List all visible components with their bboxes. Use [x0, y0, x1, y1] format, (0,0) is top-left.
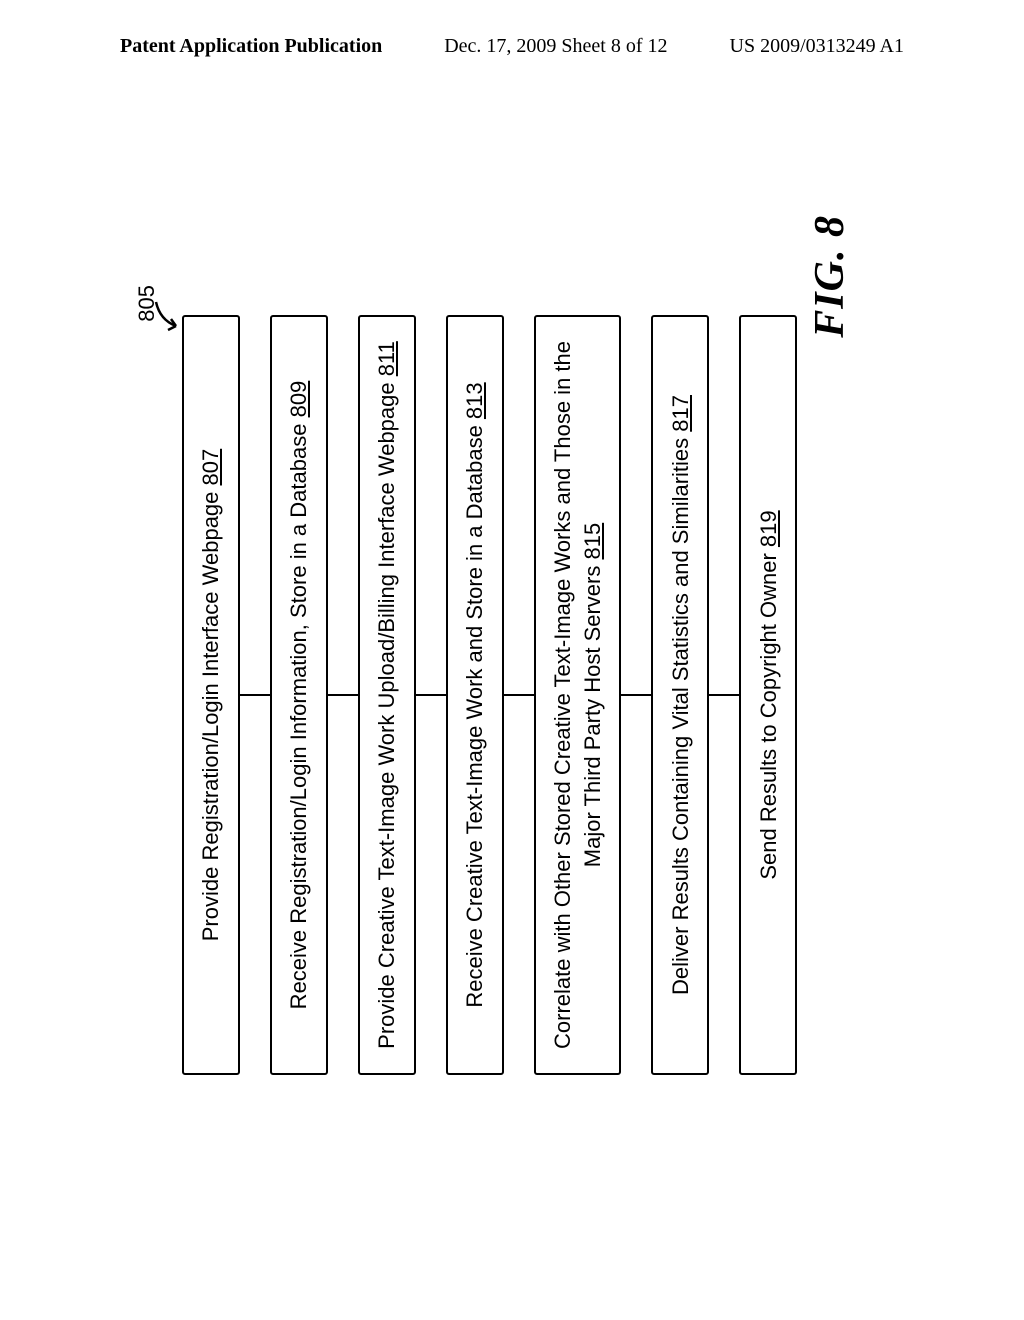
- flow-text: Provide Creative Text-Image Work Upload/…: [372, 341, 402, 1049]
- header-right: US 2009/0313249 A1: [730, 35, 904, 58]
- flow-text: Deliver Results Containing Vital Statist…: [666, 395, 696, 995]
- flow-connector: [416, 694, 446, 697]
- flow-connector: [504, 694, 534, 697]
- flow-box: Receive Registration/Login Information, …: [270, 315, 328, 1075]
- flow-box: Correlate with Other Stored Creative Tex…: [534, 315, 621, 1075]
- flow-box: Provide Creative Text-Image Work Upload/…: [358, 315, 416, 1075]
- flow-text: Receive Registration/Login Information, …: [284, 381, 314, 1010]
- flow-box: Provide Registration/Login Interface Web…: [182, 315, 240, 1075]
- curve-arrow-icon: [154, 297, 184, 332]
- flow-box: Deliver Results Containing Vital Statist…: [651, 315, 709, 1075]
- content-area: 805 Provide Registration/Login Interface…: [120, 130, 904, 1260]
- header-left: Patent Application Publication: [120, 35, 382, 58]
- flow-connector: [621, 694, 651, 697]
- page-header: Patent Application Publication Dec. 17, …: [0, 0, 1024, 78]
- flow-text: Receive Creative Text-Image Work and Sto…: [460, 382, 490, 1007]
- flow-connector: [240, 694, 270, 697]
- flow-connector: [328, 694, 358, 697]
- flowchart-container: 805 Provide Registration/Login Interface…: [182, 185, 842, 1205]
- flow-connector: [709, 694, 739, 697]
- figure-label: FIG. 8: [806, 215, 854, 338]
- flow-text: Provide Registration/Login Interface Web…: [196, 449, 226, 941]
- flow-box: Send Results to Copyright Owner 819: [739, 315, 797, 1075]
- header-center: Dec. 17, 2009 Sheet 8 of 12: [444, 35, 667, 58]
- flow-text: Send Results to Copyright Owner 819: [754, 510, 784, 879]
- flow-text: Correlate with Other Stored Creative Tex…: [548, 337, 607, 1053]
- flowchart: Provide Registration/Login Interface Web…: [182, 185, 797, 1205]
- flow-box: Receive Creative Text-Image Work and Sto…: [446, 315, 504, 1075]
